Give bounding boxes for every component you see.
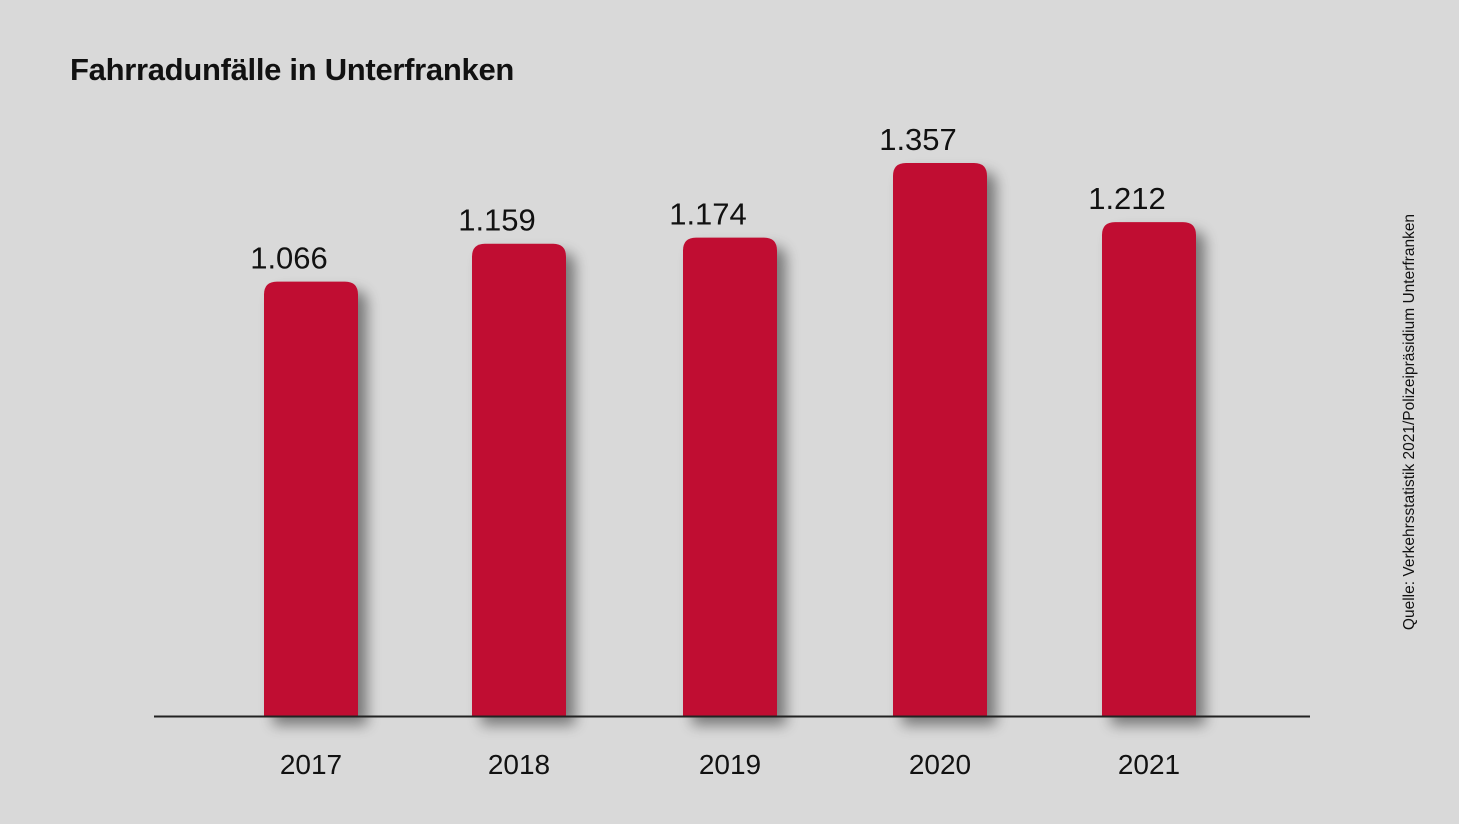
bar-2018	[472, 243, 566, 716]
bar-2019	[683, 237, 777, 716]
x-tick-label-2018: 2018	[488, 749, 550, 780]
value-label-2017: 1.066	[250, 241, 328, 276]
x-tick-label-2017: 2017	[280, 749, 342, 780]
value-labels-group: 1.066 1.159 1.174 1.357 1.212	[250, 122, 1166, 276]
bars-group	[264, 163, 1196, 716]
source-note: Quelle: Verkehrsstatistik 2021/Polizeipr…	[1401, 213, 1418, 631]
x-tick-label-2021: 2021	[1118, 749, 1180, 780]
chart-title: Fahrradunfälle in Unterfranken	[70, 52, 515, 87]
bar-2020	[893, 163, 987, 716]
bar-2017	[264, 281, 358, 716]
value-label-2020: 1.357	[879, 122, 957, 157]
x-tick-label-2019: 2019	[699, 749, 761, 780]
value-label-2021: 1.212	[1088, 181, 1166, 216]
x-tick-label-2020: 2020	[909, 749, 971, 780]
x-tick-labels-group: 2017 2018 2019 2020 2021	[280, 749, 1180, 780]
bar-2021	[1102, 222, 1196, 716]
value-label-2019: 1.174	[669, 197, 747, 232]
value-label-2018: 1.159	[458, 203, 536, 238]
